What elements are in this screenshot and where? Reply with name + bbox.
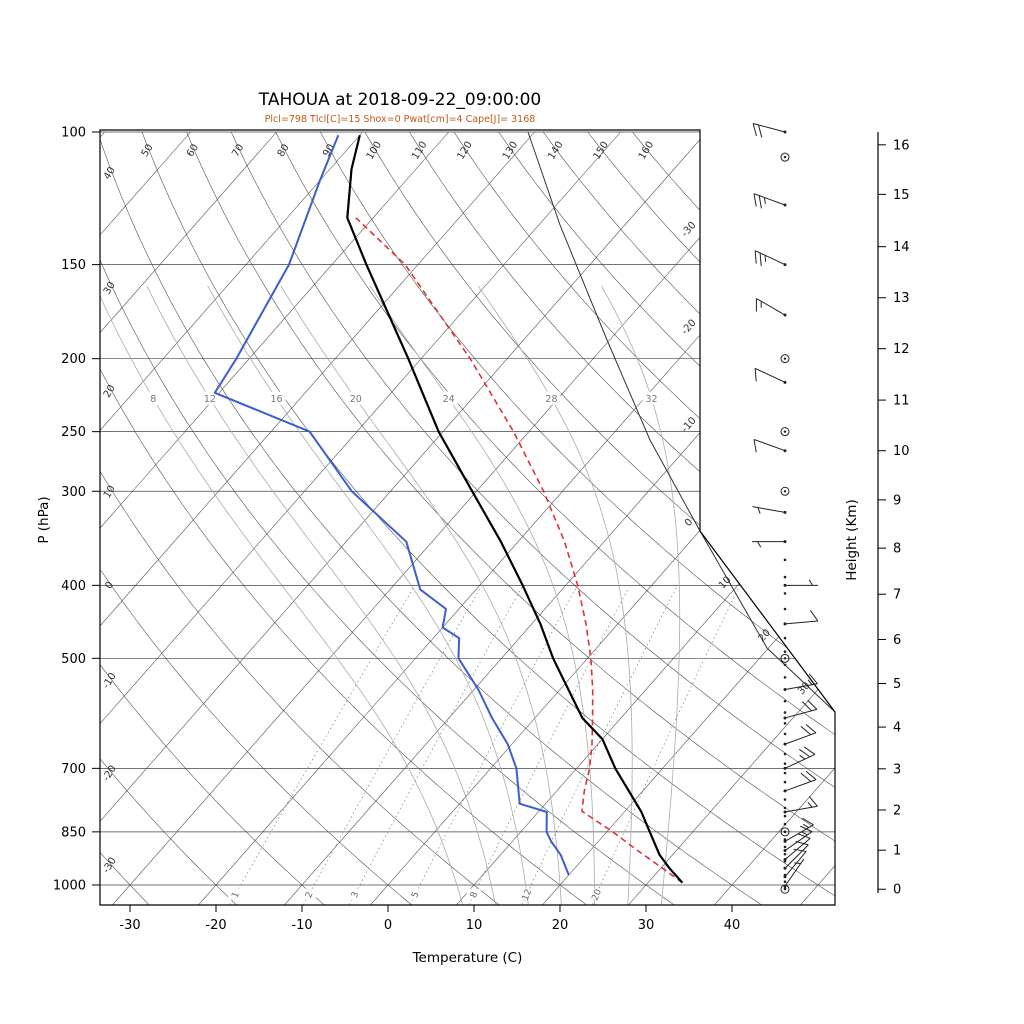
x-axis-label: Temperature (C) xyxy=(412,950,523,966)
svg-text:150: 150 xyxy=(592,140,611,162)
svg-text:12: 12 xyxy=(521,888,535,902)
dewpoint-trace xyxy=(213,134,570,876)
svg-text:100: 100 xyxy=(365,140,384,162)
y-axis-label-height: Height (Km) xyxy=(844,499,860,581)
isotherm-gridlines xyxy=(100,131,835,905)
svg-text:100: 100 xyxy=(61,126,86,141)
svg-text:11: 11 xyxy=(893,394,910,409)
svg-text:16: 16 xyxy=(271,394,283,405)
svg-text:250: 250 xyxy=(61,425,86,440)
wind-barb-column xyxy=(752,122,819,894)
svg-text:28: 28 xyxy=(545,394,557,405)
svg-text:8: 8 xyxy=(469,890,481,899)
chart-title: TAHOUA at 2018-09-22_09:00:00 xyxy=(258,90,542,110)
svg-text:120: 120 xyxy=(455,140,474,162)
svg-text:10: 10 xyxy=(893,444,910,459)
svg-text:32: 32 xyxy=(646,394,658,405)
svg-text:1: 1 xyxy=(893,844,901,859)
svg-text:2: 2 xyxy=(893,803,901,818)
svg-text:9: 9 xyxy=(893,493,901,508)
svg-text:-20: -20 xyxy=(205,918,226,933)
mixing-ratio-gridlines xyxy=(229,586,740,905)
temperature-trace xyxy=(346,135,684,884)
svg-text:30: 30 xyxy=(638,918,655,933)
svg-text:12: 12 xyxy=(893,342,910,357)
svg-text:400: 400 xyxy=(61,579,86,594)
svg-text:16: 16 xyxy=(893,138,910,153)
svg-text:-30: -30 xyxy=(680,220,699,240)
dry-adiabat-gridlines xyxy=(100,131,835,905)
svg-text:13: 13 xyxy=(893,291,910,306)
svg-text:200: 200 xyxy=(61,352,86,367)
svg-text:24: 24 xyxy=(443,394,455,405)
svg-text:0: 0 xyxy=(893,883,901,898)
svg-text:80: 80 xyxy=(276,142,292,159)
svg-text:300: 300 xyxy=(61,485,86,500)
svg-text:0: 0 xyxy=(104,580,117,591)
svg-text:500: 500 xyxy=(61,652,86,667)
svg-text:-30: -30 xyxy=(119,918,140,933)
svg-text:20: 20 xyxy=(591,888,605,903)
parcel-ascent-trace xyxy=(355,217,683,884)
plot-frame xyxy=(99,129,836,906)
svg-text:-20: -20 xyxy=(101,764,119,784)
svg-text:12: 12 xyxy=(204,394,216,405)
svg-text:110: 110 xyxy=(410,140,429,162)
svg-text:5: 5 xyxy=(893,677,901,692)
svg-text:150: 150 xyxy=(61,258,86,273)
svg-text:2: 2 xyxy=(304,891,315,900)
svg-text:8: 8 xyxy=(893,542,901,557)
svg-text:-10: -10 xyxy=(101,671,119,691)
svg-text:60: 60 xyxy=(185,142,201,159)
svg-text:40: 40 xyxy=(724,918,741,933)
svg-text:850: 850 xyxy=(61,825,86,840)
grid-boundary-curve xyxy=(527,131,836,713)
svg-text:3: 3 xyxy=(350,891,361,900)
svg-text:1000: 1000 xyxy=(53,879,86,894)
svg-text:50: 50 xyxy=(140,142,156,159)
svg-text:40: 40 xyxy=(102,165,118,182)
y-axis-label-pressure: P (hPa) xyxy=(36,496,52,544)
svg-text:-30: -30 xyxy=(101,856,119,876)
svg-text:7: 7 xyxy=(893,588,901,603)
pressure-gridlines xyxy=(100,131,835,886)
svg-text:5: 5 xyxy=(410,891,421,900)
svg-text:20: 20 xyxy=(756,627,773,644)
svg-text:10: 10 xyxy=(466,918,483,933)
svg-text:3: 3 xyxy=(893,762,901,777)
svg-text:8: 8 xyxy=(150,394,156,405)
svg-text:1: 1 xyxy=(230,891,241,900)
svg-text:20: 20 xyxy=(552,918,569,933)
svg-text:-20: -20 xyxy=(680,318,699,338)
svg-text:10: 10 xyxy=(102,484,118,501)
svg-text:20: 20 xyxy=(350,394,362,405)
moist-adiabat-gridlines xyxy=(100,285,681,905)
svg-text:4: 4 xyxy=(893,721,901,736)
chart-parameters-line: Plcl=798 Tlcl[C]=15 Shox=0 Pwat[cm]=4 Ca… xyxy=(264,114,536,125)
svg-text:70: 70 xyxy=(230,142,246,159)
svg-text:160: 160 xyxy=(637,140,656,162)
svg-text:6: 6 xyxy=(893,633,901,648)
svg-text:10: 10 xyxy=(717,574,734,591)
svg-text:0: 0 xyxy=(384,918,392,933)
svg-text:14: 14 xyxy=(893,240,910,255)
svg-text:-10: -10 xyxy=(291,918,312,933)
svg-text:700: 700 xyxy=(61,762,86,777)
svg-text:15: 15 xyxy=(893,188,910,203)
